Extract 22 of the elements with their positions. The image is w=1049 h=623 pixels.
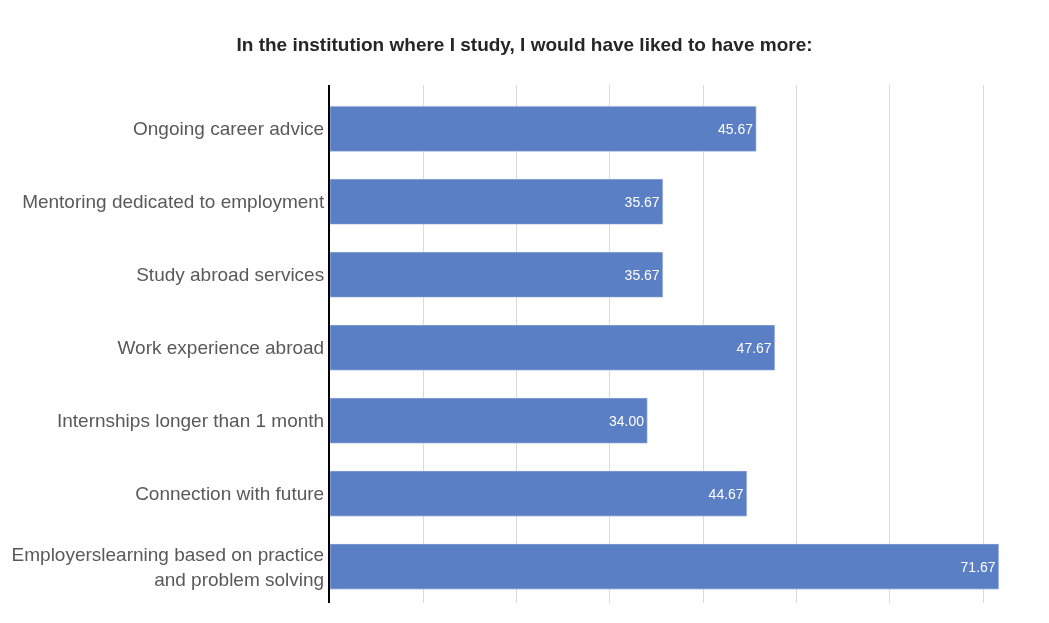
y-tick-label: Employerslearning based on practice and problem solving [11,543,325,590]
y-tick-label: Study abroad services [136,264,325,286]
data-label: 47.67 [736,339,772,356]
y-tick-label: Internships longer than 1 month [56,410,325,432]
data-label: 35.67 [624,266,660,283]
bar [330,397,648,444]
bar [330,178,664,225]
y-tick-label: Ongoing career advice [133,118,325,140]
chart-title: In the institution where I study, I would have liked to have more: [236,33,813,55]
bar [330,105,757,152]
bar [330,251,664,298]
data-label: 34.00 [609,412,645,429]
y-tick-label: Mentoring dedicated to employment [22,191,325,213]
bar [330,470,748,517]
y-tick-label: Work experience abroad [117,337,325,359]
bar [330,543,1000,590]
data-label: 35.67 [624,193,660,210]
bar [330,324,776,371]
data-label: 71.67 [960,558,996,575]
data-label: 44.67 [708,485,744,502]
data-label: 45.67 [717,120,754,137]
y-tick-label: Connection with future [135,483,325,505]
